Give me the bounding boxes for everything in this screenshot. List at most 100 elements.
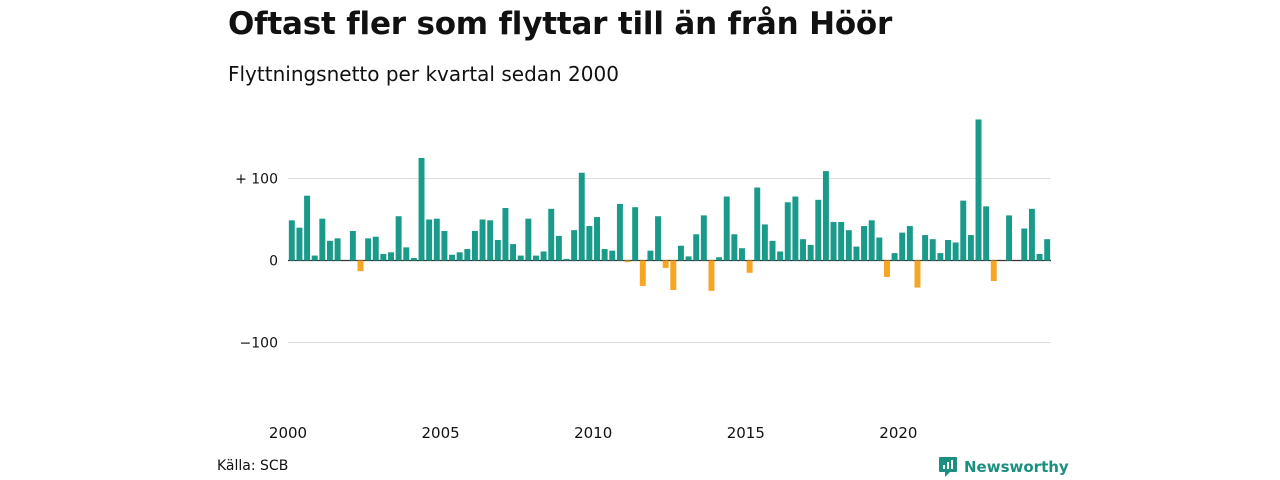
bar [563, 258, 570, 261]
bar [922, 235, 929, 261]
bar [815, 199, 822, 261]
bar [853, 246, 860, 261]
bar [349, 230, 356, 261]
bar [533, 255, 539, 261]
bar [525, 218, 532, 261]
y-tick-label: 0 [269, 254, 278, 270]
bar [548, 208, 555, 261]
bar [609, 250, 616, 261]
bar [365, 238, 372, 261]
bar [449, 254, 456, 261]
bar [754, 187, 761, 261]
bar [929, 239, 936, 261]
bar [899, 232, 906, 261]
bar [685, 256, 692, 261]
bar [464, 249, 471, 261]
bar [594, 217, 600, 261]
source-note: Källa: SCB [217, 458, 289, 474]
brand-name: Newsworthy [964, 458, 1069, 476]
bar [746, 260, 753, 273]
y-tick-label: + 100 [235, 172, 278, 188]
bar [403, 247, 410, 261]
bar [861, 226, 868, 261]
bar [647, 250, 654, 261]
bar [845, 230, 852, 261]
bar [510, 244, 517, 261]
bar [555, 235, 562, 261]
bar [807, 244, 814, 261]
x-tick-label: 2000 [269, 424, 307, 442]
bar [883, 260, 890, 277]
bar [716, 257, 723, 261]
bar [655, 216, 662, 261]
x-tick-label: 2010 [574, 424, 612, 442]
bar [723, 196, 730, 261]
bar [868, 220, 875, 261]
bar [418, 158, 425, 261]
bar [700, 215, 707, 261]
bar [1021, 228, 1028, 261]
bar [891, 253, 898, 261]
bar [800, 239, 806, 261]
bar [288, 220, 295, 261]
bar [1028, 208, 1035, 261]
bar [792, 196, 799, 261]
bar [960, 200, 967, 261]
x-axis-labels: 2000 2005 2010 2015 2020 [269, 424, 918, 442]
chart-subtitle: Flyttningsnetto per kvartal sedan 2000 [228, 62, 619, 86]
bar [517, 255, 524, 261]
bar [838, 221, 845, 261]
bar [357, 260, 364, 272]
bar [578, 172, 585, 261]
bar [761, 224, 768, 261]
bar [380, 253, 387, 261]
brand-logo: Newsworthy [938, 456, 1069, 478]
gridlines [288, 178, 1051, 343]
bar [471, 230, 478, 261]
newsworthy-logo-icon [939, 457, 957, 477]
bar [639, 260, 646, 286]
bar [739, 248, 745, 261]
bar [304, 195, 311, 261]
bar-chart: + 100 0 −100 2000 2005 2010 2015 2020 [235, 119, 1051, 442]
bar [990, 260, 997, 281]
bar [731, 234, 738, 261]
bar [937, 253, 944, 261]
bar [334, 238, 341, 261]
bar [670, 260, 677, 291]
bar [1006, 215, 1013, 261]
bar [540, 251, 547, 261]
bar [830, 221, 837, 261]
bar [876, 237, 883, 261]
bar [441, 230, 448, 261]
y-axis-labels: + 100 0 −100 [235, 172, 278, 352]
bar [487, 220, 494, 261]
bar [479, 219, 486, 261]
bar [952, 242, 959, 261]
bar [296, 227, 303, 261]
bar [586, 226, 593, 261]
y-tick-label: −100 [240, 336, 278, 352]
bar [326, 240, 333, 261]
bar [975, 119, 982, 261]
bar [662, 260, 669, 268]
bar [983, 206, 990, 261]
bars [288, 119, 1051, 291]
bar [494, 240, 501, 261]
bar [311, 255, 318, 261]
bar [1036, 253, 1043, 261]
bar [708, 260, 715, 291]
bar [502, 208, 509, 261]
bar [777, 251, 784, 261]
chart-title: Oftast fler som flyttar till än från Höö… [228, 6, 893, 42]
bar [1044, 239, 1051, 261]
bar [822, 171, 829, 261]
bar [914, 260, 921, 288]
bar [693, 234, 700, 261]
bar [624, 260, 631, 263]
bar [677, 245, 684, 261]
bar [388, 252, 394, 261]
bar [372, 236, 379, 261]
x-tick-label: 2005 [422, 424, 460, 442]
bar [784, 202, 791, 261]
